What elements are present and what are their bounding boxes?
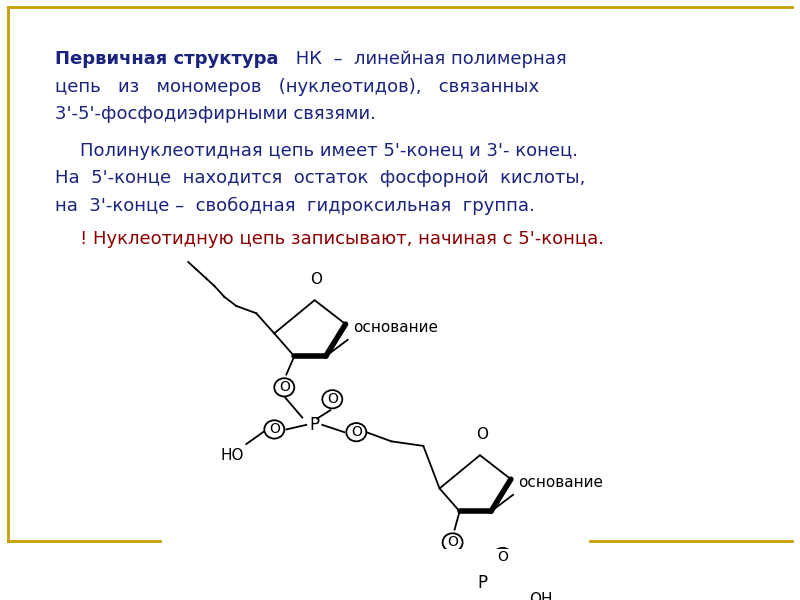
Text: НК  –  линейная полимерная: НК – линейная полимерная bbox=[290, 50, 566, 68]
Text: O: O bbox=[476, 427, 488, 442]
Text: P: P bbox=[478, 574, 488, 592]
Text: O: O bbox=[269, 422, 280, 436]
Text: ! Нуклеотидную цепь записывают, начиная с 5'-конца.: ! Нуклеотидную цепь записывают, начиная … bbox=[80, 230, 604, 248]
Circle shape bbox=[322, 390, 342, 409]
Text: цепь   из   мономеров   (нуклеотидов),   связанных: цепь из мономеров (нуклеотидов), связанн… bbox=[55, 78, 539, 96]
Text: OH: OH bbox=[530, 592, 553, 600]
Circle shape bbox=[274, 378, 294, 397]
Text: 3'-5'-фосфодиэфирными связями.: 3'-5'-фосфодиэфирными связями. bbox=[55, 105, 376, 123]
Text: HO: HO bbox=[221, 448, 244, 463]
Text: O: O bbox=[351, 425, 362, 439]
Text: основание: основание bbox=[518, 475, 603, 490]
Circle shape bbox=[442, 533, 462, 551]
Text: На  5'-конце  находится  остаток  фосфорной  кислоты,: На 5'-конце находится остаток фосфорной … bbox=[55, 169, 586, 187]
Text: основание: основание bbox=[353, 320, 438, 335]
Text: O: O bbox=[279, 380, 290, 394]
Circle shape bbox=[493, 548, 513, 566]
Circle shape bbox=[346, 423, 366, 442]
Text: O: O bbox=[327, 392, 338, 406]
Text: O: O bbox=[447, 535, 458, 550]
Text: Первичная структура: Первичная структура bbox=[55, 50, 278, 68]
Text: O: O bbox=[497, 550, 508, 564]
Text: Полинуклеотидная цепь имеет 5'-конец и 3'- конец.: Полинуклеотидная цепь имеет 5'-конец и 3… bbox=[80, 142, 578, 160]
Text: на  3'-конце –  свободная  гидроксильная  группа.: на 3'-конце – свободная гидроксильная гр… bbox=[55, 197, 534, 215]
Circle shape bbox=[264, 420, 284, 439]
Text: P: P bbox=[310, 416, 319, 434]
Text: O: O bbox=[310, 272, 322, 287]
